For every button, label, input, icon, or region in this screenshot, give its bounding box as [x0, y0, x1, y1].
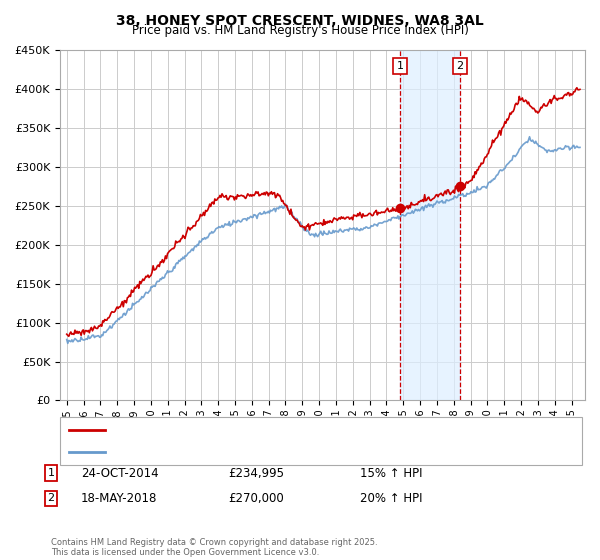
Text: 20% ↑ HPI: 20% ↑ HPI — [360, 492, 422, 505]
Bar — [400, 50, 460, 400]
Text: 18-MAY-2018: 18-MAY-2018 — [81, 492, 157, 505]
Text: 2: 2 — [47, 493, 55, 503]
Text: 38, HONEY SPOT CRESCENT, WIDNES, WA8 3AL (detached house): 38, HONEY SPOT CRESCENT, WIDNES, WA8 3AL… — [111, 424, 453, 435]
Text: 1: 1 — [47, 468, 55, 478]
Text: HPI: Average price, detached house, Halton: HPI: Average price, detached house, Halt… — [111, 447, 338, 458]
Text: 38, HONEY SPOT CRESCENT, WIDNES, WA8 3AL: 38, HONEY SPOT CRESCENT, WIDNES, WA8 3AL — [116, 14, 484, 28]
Text: 1: 1 — [397, 61, 404, 71]
Text: £270,000: £270,000 — [228, 492, 284, 505]
Text: Price paid vs. HM Land Registry's House Price Index (HPI): Price paid vs. HM Land Registry's House … — [131, 24, 469, 37]
Text: £234,995: £234,995 — [228, 466, 284, 480]
Text: Contains HM Land Registry data © Crown copyright and database right 2025.
This d: Contains HM Land Registry data © Crown c… — [51, 538, 377, 557]
Text: 2: 2 — [457, 61, 464, 71]
Text: 24-OCT-2014: 24-OCT-2014 — [81, 466, 158, 480]
Text: 15% ↑ HPI: 15% ↑ HPI — [360, 466, 422, 480]
